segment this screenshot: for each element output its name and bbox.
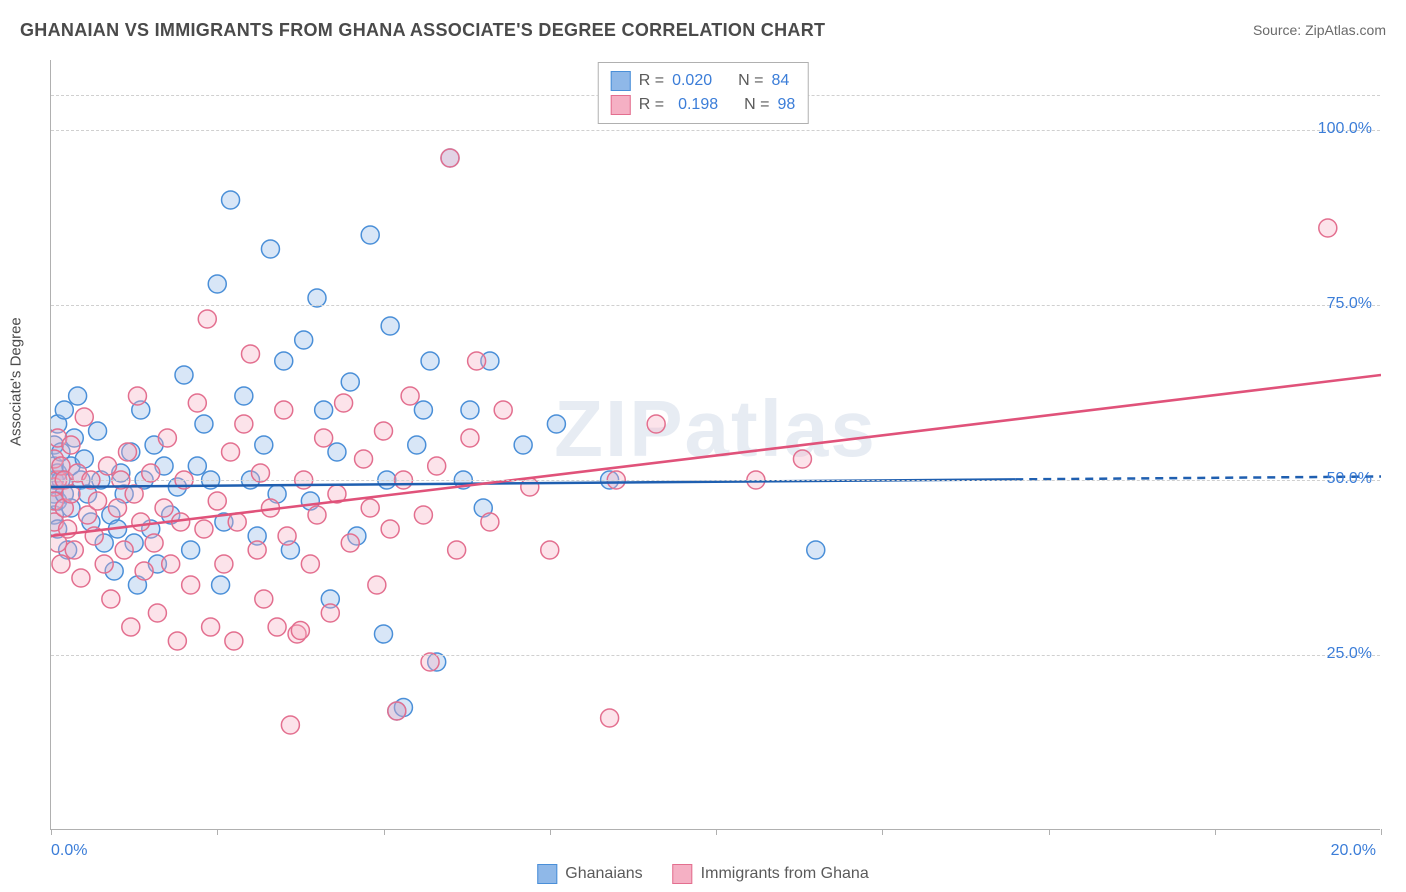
scatter-svg: [51, 60, 1381, 830]
r-value: 0.020: [672, 72, 712, 90]
y-tick-label: 50.0%: [1327, 470, 1372, 488]
legend-swatch: [611, 71, 631, 91]
source-prefix: Source:: [1253, 22, 1305, 38]
r-label: R =: [639, 72, 664, 90]
legend-swatch: [611, 95, 631, 115]
correlation-legend-row: R = 0.198 N = 98: [611, 93, 796, 117]
legend-swatch: [537, 864, 557, 884]
x-tick: [217, 829, 218, 835]
series-label: Ghanaians: [565, 865, 642, 883]
correlation-legend-row: R = 0.020 N = 84: [611, 69, 796, 93]
series-label: Immigrants from Ghana: [701, 865, 869, 883]
legend-swatch: [673, 864, 693, 884]
chart-container: GHANAIAN VS IMMIGRANTS FROM GHANA ASSOCI…: [0, 0, 1406, 892]
x-tick: [1215, 829, 1216, 835]
x-tick: [550, 829, 551, 835]
correlation-legend: R = 0.020 N = 84 R = 0.198 N = 98: [598, 62, 809, 124]
plot-area: ZIPatlas 25.0%50.0%75.0%100.0%0.0%20.0%: [50, 60, 1380, 830]
r-label: R =: [639, 96, 664, 114]
series-legend: Ghanaians Immigrants from Ghana: [537, 864, 868, 884]
gridline: [51, 130, 1380, 131]
n-label: N =: [738, 72, 763, 90]
y-tick-label: 25.0%: [1327, 645, 1372, 663]
n-label: N =: [744, 96, 769, 114]
source-name: ZipAtlas.com: [1305, 22, 1386, 38]
n-value: 84: [771, 72, 789, 90]
source-attribution: Source: ZipAtlas.com: [1253, 22, 1386, 38]
x-tick: [1381, 829, 1382, 835]
y-tick-label: 75.0%: [1327, 295, 1372, 313]
series-legend-item: Ghanaians: [537, 864, 642, 884]
series-legend-item: Immigrants from Ghana: [673, 864, 869, 884]
x-tick-label: 20.0%: [1331, 842, 1376, 860]
x-tick: [384, 829, 385, 835]
y-tick-label: 100.0%: [1318, 120, 1372, 138]
x-tick: [1049, 829, 1050, 835]
r-value: 0.198: [672, 96, 718, 114]
x-tick: [51, 829, 52, 835]
y-axis-label: Associate's Degree: [8, 317, 25, 446]
chart-title: GHANAIAN VS IMMIGRANTS FROM GHANA ASSOCI…: [20, 20, 825, 41]
x-tick-label: 0.0%: [51, 842, 87, 860]
gridline: [51, 305, 1380, 306]
x-tick: [882, 829, 883, 835]
gridline: [51, 655, 1380, 656]
n-value: 98: [777, 96, 795, 114]
gridline: [51, 480, 1380, 481]
x-tick: [716, 829, 717, 835]
